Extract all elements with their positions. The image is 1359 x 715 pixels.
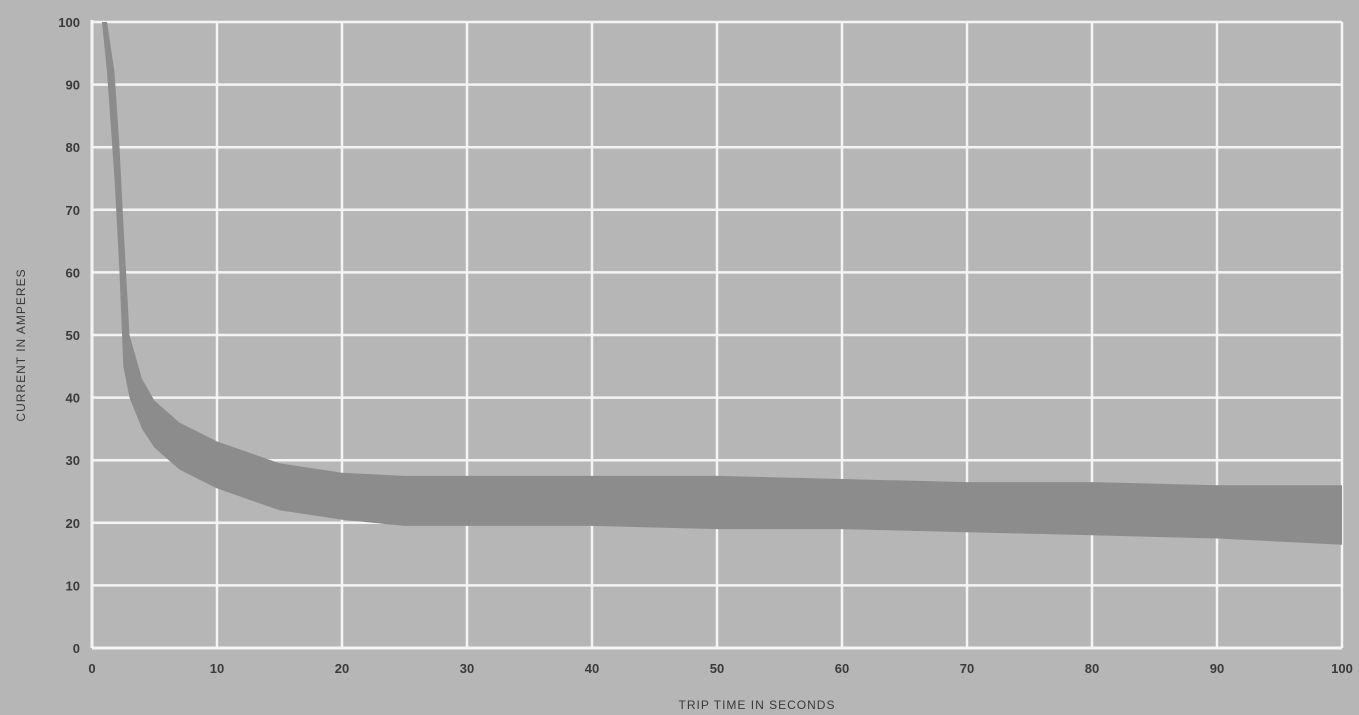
- y-tick-label-40: 40: [66, 391, 80, 406]
- x-tick-label-50: 50: [710, 661, 724, 676]
- x-tick-label-80: 80: [1085, 661, 1099, 676]
- y-tick-label-0: 0: [73, 641, 80, 656]
- y-tick-label-70: 70: [66, 203, 80, 218]
- axes: [90, 20, 1342, 650]
- x-tick-label-40: 40: [585, 661, 599, 676]
- y-tick-label-10: 10: [66, 578, 80, 593]
- x-tick-label-0: 0: [88, 661, 95, 676]
- y-tick-label-60: 60: [66, 265, 80, 280]
- x-tick-label-90: 90: [1210, 661, 1224, 676]
- x-tick-label-100: 100: [1331, 661, 1353, 676]
- grid: [92, 20, 1344, 648]
- y-tick-label-90: 90: [66, 78, 80, 93]
- x-tick-label-70: 70: [960, 661, 974, 676]
- y-tick-label-80: 80: [66, 140, 80, 155]
- x-tick-label-10: 10: [210, 661, 224, 676]
- x-tick-label-20: 20: [335, 661, 349, 676]
- trip-band: [102, 22, 1342, 545]
- y-tick-label-100: 100: [58, 15, 80, 30]
- y-axis-title: CURRENT IN AMPERES: [14, 268, 28, 421]
- trip-band-layer: [102, 22, 1342, 545]
- x-axis-title: TRIP TIME IN SECONDS: [679, 698, 836, 712]
- y-tick-label-50: 50: [66, 328, 80, 343]
- x-tick-label-30: 30: [460, 661, 474, 676]
- y-tick-label-30: 30: [66, 453, 80, 468]
- x-tick-label-60: 60: [835, 661, 849, 676]
- y-tick-label-20: 20: [66, 516, 80, 531]
- tick-labels: 0 10 20 30 40 50 60 70 80 90 100 0 10 20 30 40 50 60 70 80 9…: [58, 15, 1353, 676]
